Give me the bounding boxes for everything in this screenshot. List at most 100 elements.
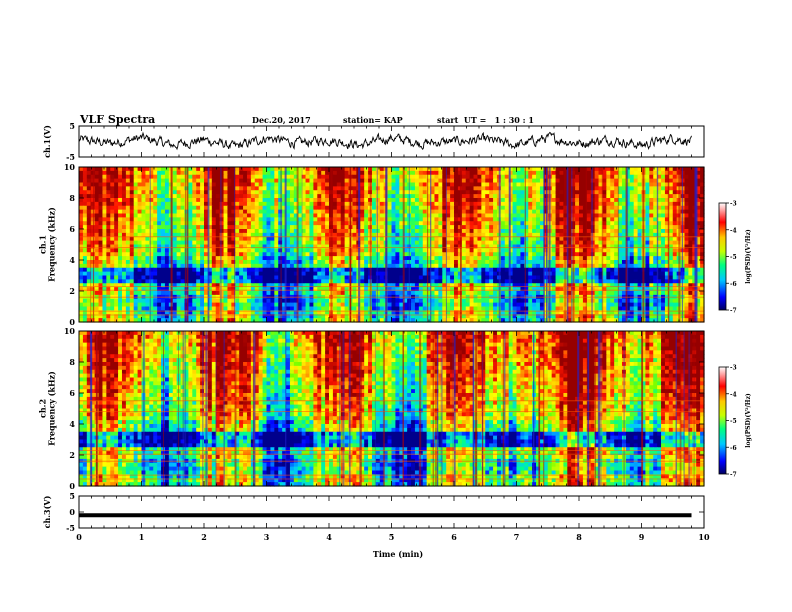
spec-cell bbox=[219, 225, 225, 230]
spec-cell bbox=[325, 205, 330, 211]
spec-cell bbox=[469, 236, 475, 242]
spec-cell bbox=[645, 260, 650, 265]
spec-cell bbox=[79, 198, 84, 203]
spec-cell bbox=[637, 174, 643, 180]
spec-cell bbox=[399, 248, 404, 253]
spec-cell bbox=[164, 174, 170, 180]
spec-cell bbox=[204, 221, 209, 226]
spec-cell bbox=[176, 186, 182, 191]
spec-cell bbox=[137, 205, 143, 211]
spec-cell bbox=[344, 271, 350, 277]
spec-cell bbox=[246, 209, 252, 215]
spec-cell bbox=[411, 198, 416, 203]
spec-cell bbox=[610, 186, 615, 191]
spec-cell bbox=[344, 229, 350, 234]
spec-cell bbox=[649, 213, 654, 218]
spec-cell bbox=[414, 167, 420, 172]
spec-cell bbox=[164, 194, 170, 199]
spec-cell bbox=[317, 205, 322, 211]
spec-cell bbox=[610, 190, 615, 195]
spec-cell bbox=[637, 198, 643, 203]
spec-cell bbox=[286, 198, 291, 203]
spec-cell bbox=[411, 225, 416, 230]
spec-cell bbox=[407, 236, 412, 242]
spec-cell bbox=[446, 260, 451, 265]
spec-cell bbox=[94, 232, 100, 238]
spec-cell bbox=[309, 271, 314, 277]
spec-cell bbox=[317, 263, 322, 269]
spec-cell bbox=[375, 170, 381, 176]
spec-cell bbox=[454, 244, 459, 249]
spec-cell bbox=[145, 279, 150, 284]
spec-cell bbox=[629, 174, 635, 180]
spec-cell bbox=[164, 244, 170, 249]
spec-cell bbox=[657, 170, 662, 176]
spec-cell bbox=[188, 229, 193, 234]
spec-cell bbox=[289, 267, 295, 273]
spec-cell bbox=[532, 182, 537, 187]
spec-cell bbox=[438, 260, 443, 265]
spec-cell bbox=[633, 248, 639, 253]
spec-cell bbox=[332, 225, 338, 230]
spec-cell bbox=[141, 271, 147, 277]
spec-cell bbox=[375, 244, 381, 249]
spec-cell bbox=[114, 217, 119, 222]
spec-cell bbox=[391, 182, 397, 187]
spec-cell bbox=[82, 267, 88, 273]
spec-cell bbox=[520, 229, 525, 234]
spec-cell bbox=[500, 213, 506, 218]
spec-cell bbox=[594, 240, 600, 246]
spec-cell bbox=[235, 256, 240, 261]
spec-cell bbox=[422, 236, 428, 242]
spec-cell bbox=[645, 279, 650, 284]
spec-cell bbox=[586, 217, 592, 222]
spec-cell bbox=[94, 225, 100, 230]
spec-cell bbox=[598, 186, 604, 191]
spec-cell bbox=[325, 256, 330, 261]
spec-cell bbox=[371, 186, 377, 191]
spec-cell bbox=[329, 283, 334, 288]
spec-cell bbox=[559, 240, 564, 246]
spec-cell bbox=[563, 221, 568, 226]
spec-cell bbox=[278, 217, 283, 222]
spec-cell bbox=[504, 186, 510, 191]
spec-cell bbox=[555, 240, 561, 246]
spec-cell bbox=[293, 263, 299, 269]
spec-cell bbox=[172, 271, 178, 277]
spec-cell bbox=[352, 252, 357, 257]
spec-cell bbox=[618, 190, 623, 195]
spec-cell bbox=[371, 252, 377, 257]
spec-cell bbox=[317, 182, 322, 187]
spec-cell bbox=[508, 182, 514, 187]
spec-cell bbox=[309, 213, 314, 218]
spec-cell bbox=[352, 182, 357, 187]
spec-cell bbox=[211, 252, 217, 257]
spec-cell bbox=[664, 198, 670, 203]
spec-cell bbox=[246, 194, 252, 199]
spec-cell bbox=[176, 263, 182, 269]
spec-cell bbox=[567, 198, 572, 203]
spec-cell bbox=[664, 271, 670, 277]
spec-cell bbox=[500, 240, 506, 246]
spec-cell bbox=[114, 190, 119, 195]
spec-cell bbox=[305, 217, 311, 222]
spec-cell bbox=[579, 248, 584, 253]
spec-cell bbox=[98, 205, 104, 211]
spec-cell bbox=[254, 252, 260, 257]
spec-cell bbox=[121, 256, 127, 261]
spec-cell bbox=[637, 201, 643, 207]
spec-cell bbox=[614, 213, 619, 218]
spec-cell bbox=[536, 170, 541, 176]
spec-cell bbox=[297, 260, 303, 265]
spec-cell bbox=[504, 205, 510, 211]
spec-cell bbox=[258, 240, 264, 246]
spec-cell bbox=[649, 201, 654, 207]
spec-cell bbox=[332, 267, 338, 273]
spec-cell bbox=[454, 213, 459, 218]
spec-cell bbox=[98, 240, 104, 246]
spec-cell bbox=[297, 232, 303, 238]
spec-cell bbox=[563, 271, 568, 277]
spec-cell bbox=[500, 248, 506, 253]
spec-cell bbox=[289, 186, 295, 191]
spec-cell bbox=[102, 267, 107, 273]
